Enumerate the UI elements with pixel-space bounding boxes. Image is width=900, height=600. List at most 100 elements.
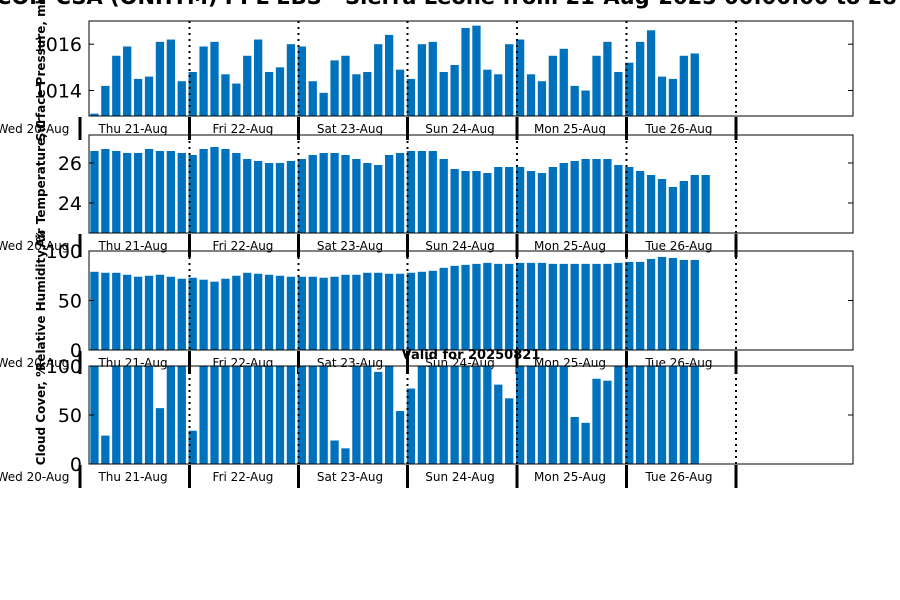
bar <box>144 275 154 350</box>
bar <box>101 149 110 233</box>
bar <box>537 262 547 350</box>
bar <box>308 276 317 350</box>
bar <box>297 276 306 350</box>
bar <box>330 60 339 116</box>
bar <box>472 171 481 233</box>
bar <box>483 69 492 116</box>
bar <box>352 274 361 350</box>
bar <box>319 277 328 350</box>
bar <box>254 161 263 233</box>
bar <box>133 276 143 350</box>
bar <box>450 65 459 116</box>
bar <box>297 366 306 464</box>
bar <box>243 366 252 464</box>
bar <box>657 366 667 464</box>
bar <box>636 366 645 464</box>
panel-4: Wed 20-Aug Thu 21-Aug Fri 22-Aug Sat 23-Aug… <box>0 356 854 488</box>
bar <box>319 153 328 233</box>
bar <box>559 263 568 350</box>
x-tick-label: Fri 22-Aug <box>213 122 274 136</box>
bar <box>646 366 656 464</box>
bar <box>166 276 175 350</box>
bar <box>275 163 285 233</box>
bar <box>254 273 263 350</box>
bar <box>254 39 263 116</box>
bar <box>112 366 121 464</box>
bar <box>406 78 416 116</box>
bar <box>341 155 350 233</box>
bar <box>439 267 448 350</box>
bar <box>199 46 208 116</box>
bar <box>581 90 590 116</box>
y-tick-label: 100 <box>46 241 82 263</box>
bar <box>668 78 678 116</box>
bar <box>592 263 601 350</box>
bar <box>614 366 623 464</box>
bar <box>133 366 143 464</box>
bar <box>374 371 383 464</box>
bar <box>395 69 405 116</box>
bar <box>330 276 339 350</box>
bar <box>603 380 612 464</box>
bar <box>526 74 536 116</box>
bar <box>668 366 678 464</box>
x-tick-label: Mon 25-Aug <box>534 239 606 253</box>
bar <box>155 41 165 116</box>
valid-annotation: Valid for 20250821 <box>402 348 541 363</box>
x-tick-label: Tue 26-Aug <box>644 470 712 484</box>
bar <box>428 270 437 350</box>
bar <box>461 366 470 464</box>
bar <box>101 435 110 464</box>
bar <box>592 55 601 116</box>
bar <box>221 149 230 233</box>
bar <box>472 25 481 117</box>
bar <box>461 171 470 233</box>
bar <box>483 366 492 464</box>
y-axis-label: Relative Humidity, % <box>34 230 48 371</box>
bar <box>90 366 99 464</box>
bar <box>166 151 175 233</box>
bar <box>210 41 219 116</box>
bar <box>264 366 274 464</box>
bar <box>406 388 416 464</box>
bar <box>515 39 525 116</box>
bar <box>144 366 154 464</box>
bar <box>603 159 612 233</box>
bar <box>232 275 241 350</box>
bar <box>341 274 350 350</box>
bar <box>450 265 459 350</box>
bar <box>188 155 197 233</box>
bar <box>330 440 339 464</box>
x-tick-label: Thu 21-Aug <box>97 356 167 370</box>
bar <box>472 366 481 464</box>
bar <box>155 274 165 350</box>
bar <box>625 261 634 350</box>
bar <box>668 187 678 233</box>
bar <box>177 153 186 233</box>
bar <box>679 259 688 350</box>
bar <box>101 272 110 350</box>
bar <box>483 262 492 350</box>
bar <box>625 167 634 233</box>
bar <box>155 151 165 233</box>
bar <box>483 173 492 233</box>
panel-1: Wed 20-Aug Thu 21-Aug Fri 22-Aug Sat 23-Aug… <box>0 0 854 141</box>
y-tick-label: 50 <box>58 291 82 313</box>
bar <box>417 44 427 116</box>
bar <box>679 55 688 116</box>
bar <box>199 279 208 350</box>
y-tick-label: 0 <box>70 454 82 476</box>
bar <box>374 272 383 350</box>
bar <box>439 366 448 464</box>
bar <box>123 366 132 464</box>
bar <box>144 149 154 233</box>
bar <box>505 167 514 233</box>
bar <box>625 366 634 464</box>
bar <box>668 257 678 350</box>
x-tick-label: Tue 26-Aug <box>644 239 712 253</box>
bar <box>548 366 557 464</box>
bar <box>341 448 350 464</box>
y-axis-label: Surface Pressure, mb <box>34 0 48 141</box>
x-tick-label: Mon 25-Aug <box>534 470 606 484</box>
y-tick-label: 100 <box>46 356 82 378</box>
